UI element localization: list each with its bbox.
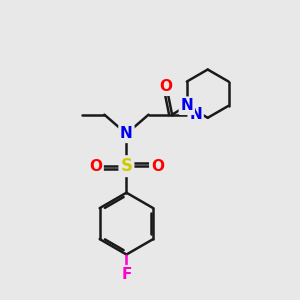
Text: N: N [189,107,202,122]
Text: N: N [180,98,193,113]
Text: O: O [89,159,102,174]
Text: N: N [120,126,133,141]
Text: F: F [121,267,132,282]
Text: O: O [160,79,173,94]
Text: O: O [151,159,164,174]
Text: S: S [120,157,132,175]
